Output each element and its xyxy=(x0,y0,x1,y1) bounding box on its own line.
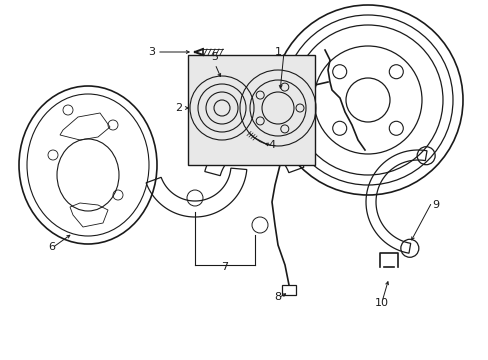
Text: 7: 7 xyxy=(221,262,228,272)
Text: 10: 10 xyxy=(374,298,388,308)
Text: 9: 9 xyxy=(431,200,438,210)
Bar xyxy=(282,285,295,295)
Text: 2: 2 xyxy=(175,103,182,113)
Text: 8: 8 xyxy=(274,292,281,302)
Text: 3: 3 xyxy=(148,47,155,57)
Text: 4: 4 xyxy=(268,140,275,150)
Text: 6: 6 xyxy=(48,242,55,252)
Text: 5: 5 xyxy=(211,52,218,62)
Bar xyxy=(187,55,314,165)
Text: 1: 1 xyxy=(274,47,282,57)
